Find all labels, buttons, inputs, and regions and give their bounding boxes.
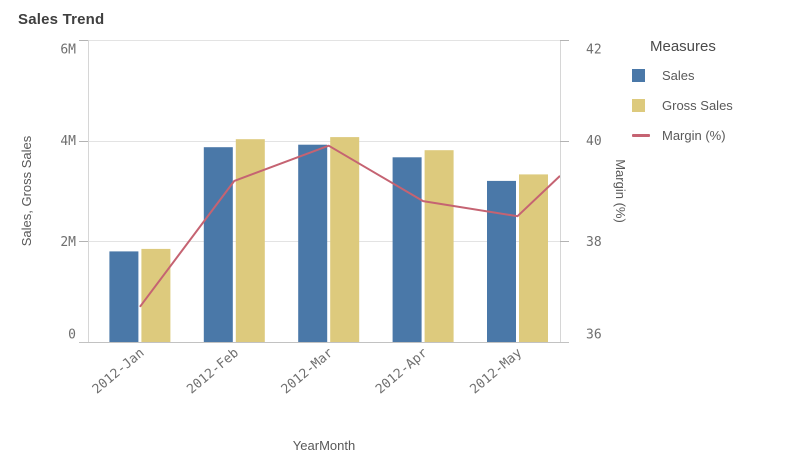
legend-item-label: Margin (%) [662,127,726,143]
bar-sales-2012-may[interactable] [487,180,516,342]
bar-sales-2012-feb[interactable] [203,147,233,342]
legend-items: Sales Gross Sales Margin (%) [632,67,792,143]
y-right-tick-label: 38 [586,235,602,250]
legend-item-gross-sales[interactable]: Gross Sales [632,97,792,113]
y-right-tick-label: 36 [586,328,602,343]
legend-square-swatch [632,68,662,82]
legend-item-margin[interactable]: Margin (%) [632,127,792,143]
legend-item-sales[interactable]: Sales [632,67,792,83]
bar-sales-2012-apr[interactable] [392,157,422,342]
x-tick-label-2012-may[interactable]: 2012-May [467,345,525,397]
legend-square-swatch [632,98,662,112]
legend-item-label: Sales [662,67,695,83]
y-right-tick-label: 42 [586,43,602,58]
swatch-color [632,98,645,112]
swatch-color [632,133,650,137]
bar-layer [109,137,548,342]
x-axis-title: YearMonth [292,438,356,453]
line-layer [139,144,561,308]
legend-line-swatch [632,133,662,137]
x-tick-label-2012-jan[interactable]: 2012-Jan [90,346,148,398]
bar-gross-sales-2012-may[interactable] [519,174,548,342]
x-tick-label-2012-mar[interactable]: 2012-Mar [279,345,337,397]
margin-line[interactable] [139,144,561,308]
bar-gross-sales-2012-apr[interactable] [424,150,454,342]
y-right-axis-title: Margin (%) [613,159,628,223]
y-left-axis-title: Sales, Gross Sales [19,135,34,246]
x-tick-label-2012-feb[interactable]: 2012-Feb [184,345,242,397]
bar-sales-2012-jan[interactable] [109,251,139,342]
y-right-tick-label: 40 [586,134,602,149]
swatch-color [632,68,645,82]
chart-title: Sales Trend [18,11,105,28]
legend-title: Measures [650,38,716,55]
y-left-tick-label: 2M [60,235,76,250]
bar-gross-sales-2012-feb[interactable] [235,139,265,342]
bar-gross-sales-2012-mar[interactable] [330,137,360,342]
bar-sales-2012-mar[interactable] [298,144,328,342]
y-left-tick-label: 4M [60,134,76,149]
y-left-tick-label: 6M [60,43,76,58]
x-tick-label-2012-apr[interactable]: 2012-Apr [373,345,431,397]
bar-gross-sales-2012-jan[interactable] [141,248,171,342]
legend: Measures Sales Gross Sales Margin (%) [632,38,792,158]
legend-item-label: Gross Sales [662,97,733,113]
y-left-tick-label: 0 [68,328,76,343]
